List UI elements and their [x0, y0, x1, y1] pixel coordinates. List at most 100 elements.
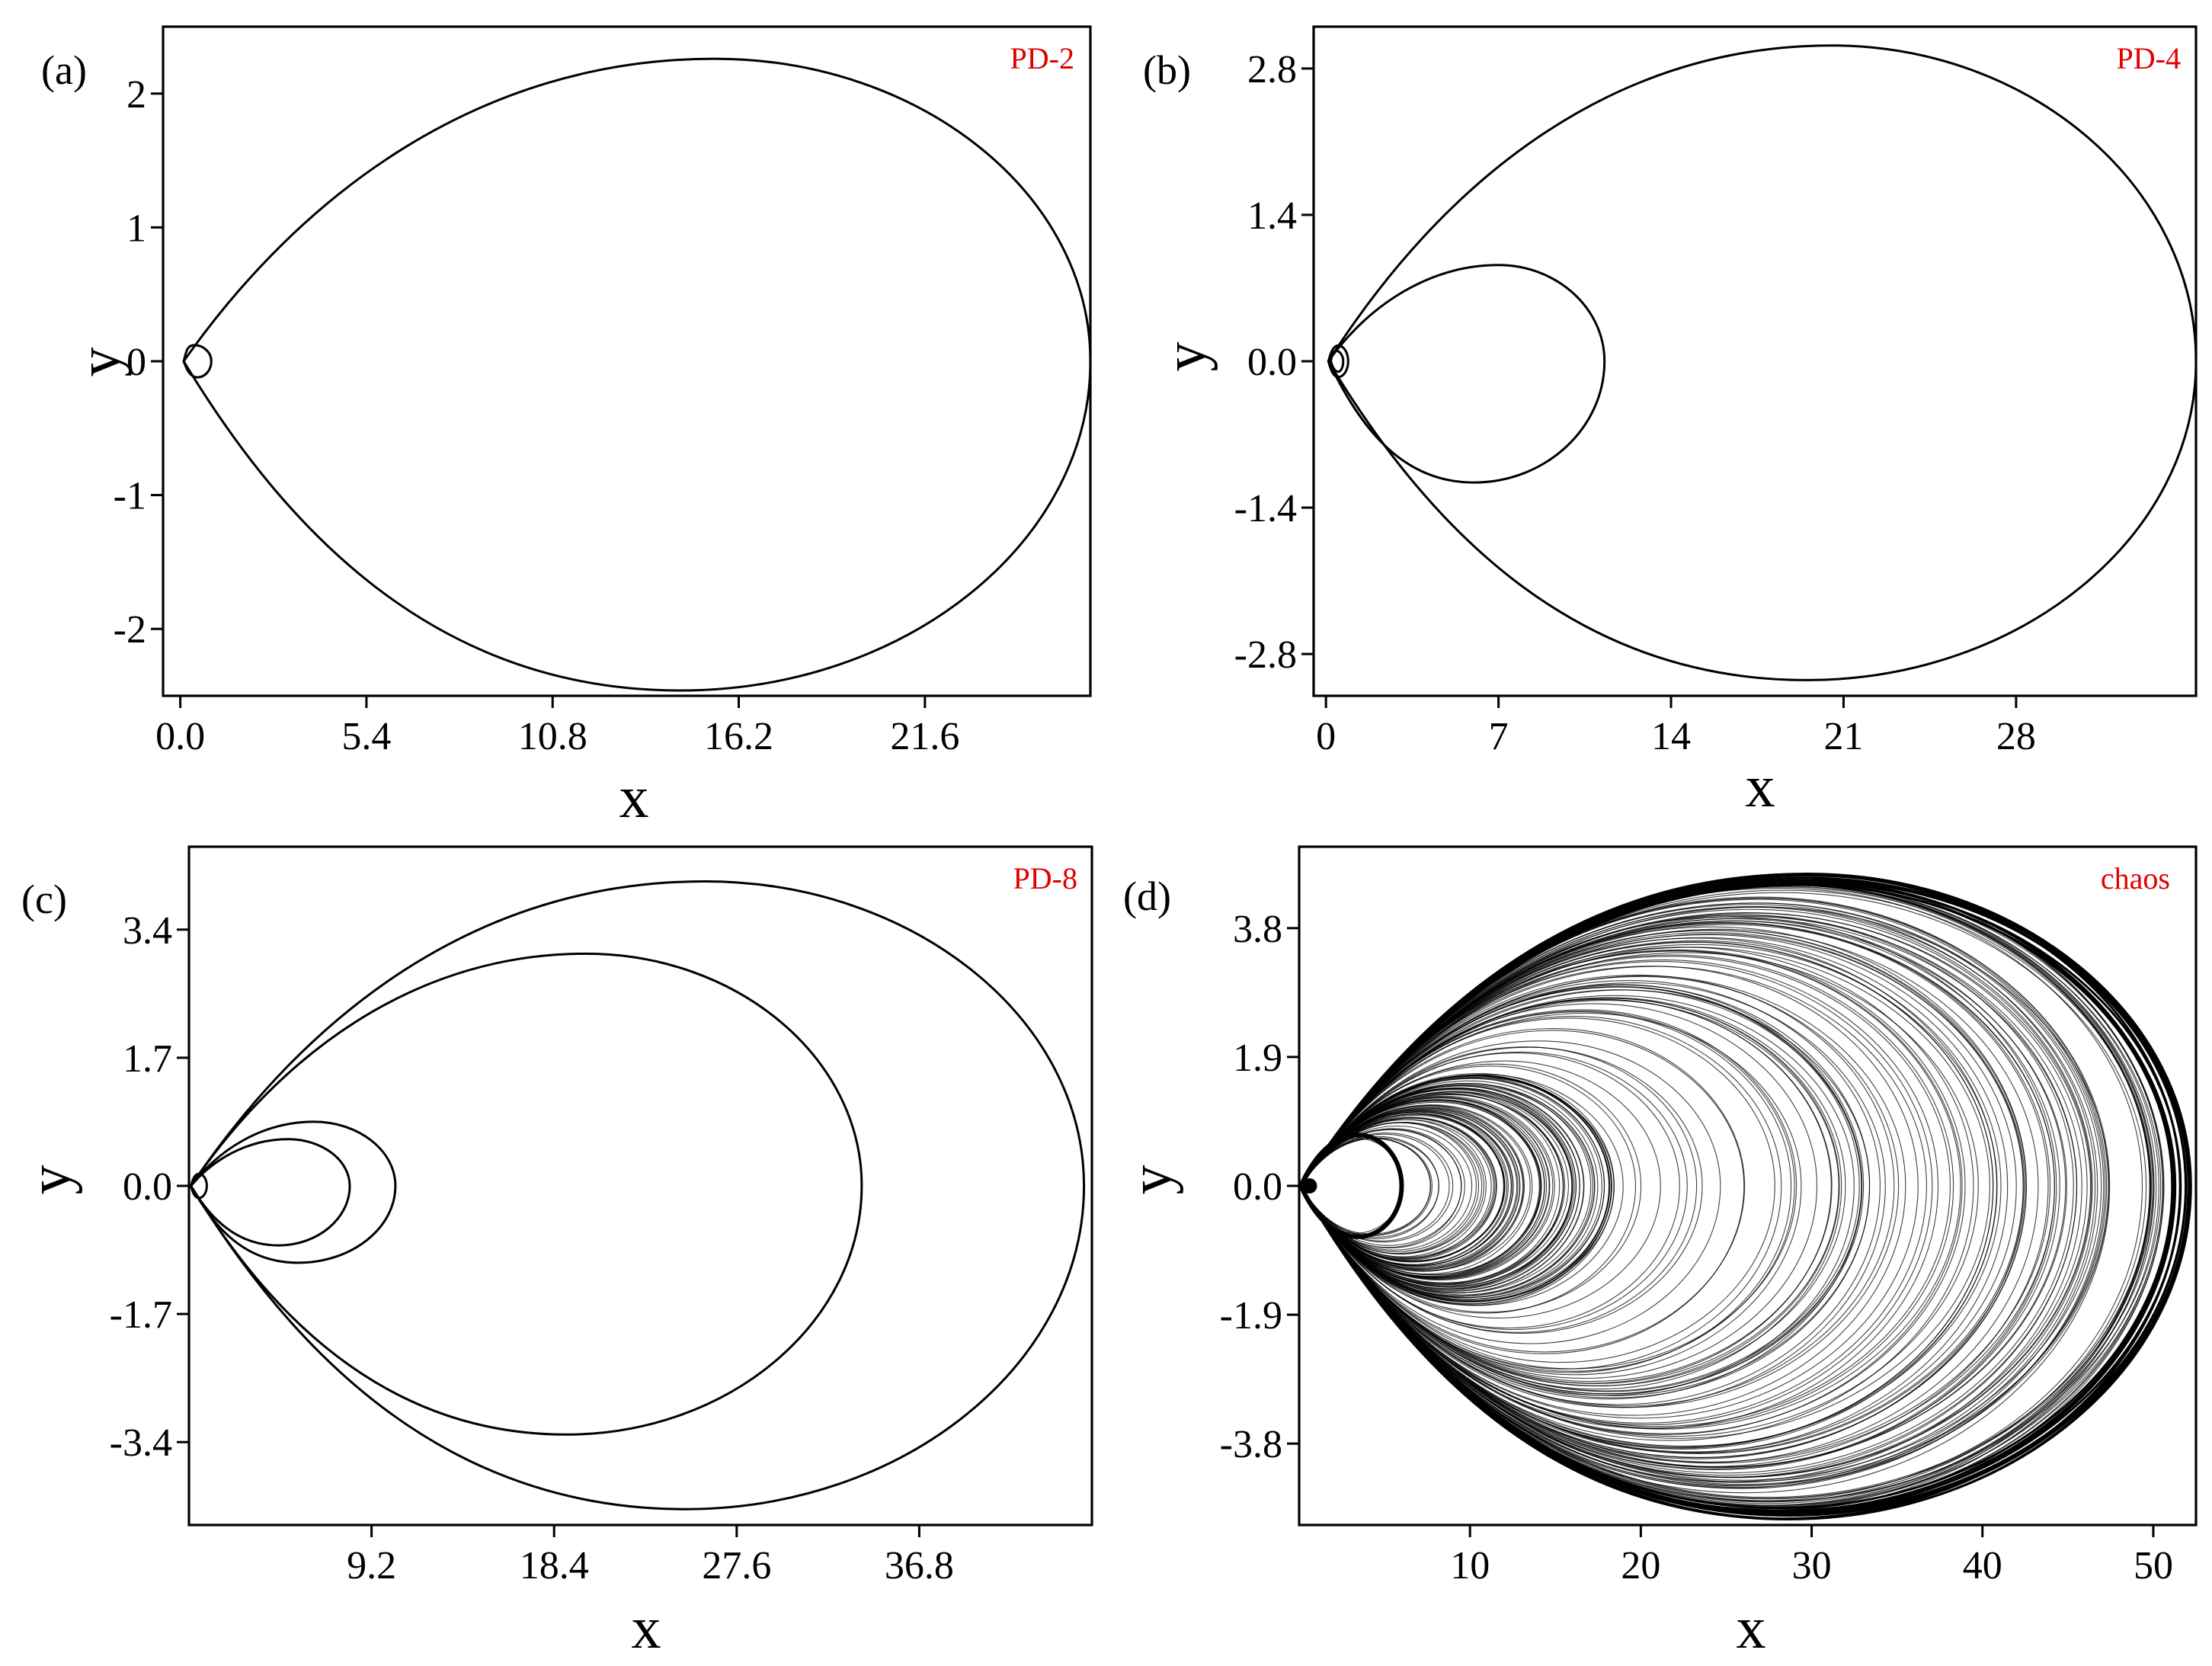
chaotic-orbit-176	[1300, 898, 2111, 1494]
x-tick-label: 16.2	[704, 715, 773, 758]
chaotic-orbit-130	[1300, 960, 1939, 1429]
chaotic-orbit-105	[1300, 1009, 1797, 1370]
y-tick-label: 0	[126, 341, 146, 384]
chaotic-orbit-93	[1300, 1060, 1661, 1318]
chaotic-orbit-21	[1300, 1117, 1497, 1259]
y-tick-label: 0.0	[123, 1165, 172, 1209]
chaotic-orbit-141	[1300, 937, 1998, 1450]
chaotic-orbit-97	[1300, 1046, 1703, 1334]
chaotic-orbit-178	[1300, 892, 2147, 1503]
chaotic-orbit-106	[1300, 1012, 1802, 1376]
chaotic-orbit-188	[1300, 884, 2157, 1502]
chaotic-orbit-168	[1300, 904, 2096, 1487]
attractor-origin-blob	[1301, 1178, 1317, 1193]
orbit-curves	[1327, 44, 2198, 681]
chaotic-orbit-175	[1300, 906, 2110, 1486]
orbit-loop-3	[1327, 344, 1349, 379]
chaotic-orbit-34	[1300, 1109, 1518, 1267]
chaotic-orbit-98	[1300, 1040, 1721, 1344]
y-ticks: 2.8 1.4 0.0 -1.4 -2.8	[1234, 48, 1314, 677]
chaotic-orbit-18	[1300, 1119, 1492, 1260]
x-tick-label: 28	[1996, 715, 2036, 758]
y-ticks: 2 1 0 -1 -2	[114, 73, 163, 652]
x-tick-label: 9.2	[347, 1544, 396, 1588]
y-tick-label: 2	[126, 73, 146, 117]
y-ticks: 3.8 1.9 0.0 -1.9 -3.8	[1220, 908, 1299, 1466]
x-tick-label: 10.8	[518, 715, 587, 758]
x-axis-label: x	[1746, 753, 1775, 819]
panel-d: (d) chaos x y 10 20 30 40 50 3.8 1.9 0.0 -1.9 -3…	[1118, 845, 2198, 1661]
x-tick-label: 27.6	[702, 1544, 771, 1588]
panel-b: (b) PD-4 x y 0 7 14 21 28 2.8 1.4 0.0 -1.4 -2.8	[1143, 25, 2198, 819]
x-tick-label: 20	[1621, 1544, 1660, 1588]
chaotic-orbit-204	[1299, 872, 2192, 1520]
chaotic-orbit-126	[1300, 975, 1906, 1416]
chaotic-orbit-201	[1299, 876, 2188, 1515]
y-tick-label: -1	[114, 475, 146, 518]
chaotic-orbit-115	[1300, 986, 1860, 1392]
x-tick-label: 40	[1963, 1544, 2002, 1588]
x-tick-label: 21.6	[890, 715, 959, 758]
y-tick-label: -2	[114, 608, 146, 652]
chaotic-orbit-132	[1300, 954, 1954, 1429]
y-tick-label: 2.8	[1247, 48, 1297, 91]
orbit-loop-3	[189, 1120, 397, 1264]
y-tick-label: 0.0	[1233, 1165, 1282, 1209]
chaotic-orbit-119	[1300, 984, 1865, 1395]
orbit-loop-2	[189, 952, 863, 1436]
chaotic-orbit-145	[1300, 934, 2017, 1453]
regime-tag: PD-2	[1010, 41, 1074, 75]
x-ticks: 0.0 5.4 10.8 16.2 21.6	[155, 696, 959, 758]
chaotic-orbit-144	[1300, 937, 2009, 1453]
x-tick-label: 18.4	[520, 1544, 589, 1588]
chaotic-orbit-143	[1300, 940, 2002, 1447]
chaotic-orbit-129	[1300, 961, 1933, 1426]
y-tick-label: 3.4	[123, 909, 172, 953]
y-tick-label: -2.8	[1234, 633, 1297, 677]
chaotic-orbit-163	[1300, 915, 2082, 1482]
x-ticks: 0 7 14 21 28	[1316, 696, 2036, 758]
chaotic-orbit-131	[1300, 956, 1951, 1427]
panel-letter: (d)	[1123, 873, 1171, 919]
regime-tag: PD-8	[1013, 861, 1077, 895]
chaotic-orbit-116	[1300, 986, 1862, 1395]
orbit-loop-1	[182, 57, 1092, 692]
x-tick-label: 14	[1651, 715, 1691, 758]
orbit-loop-1	[1327, 44, 2198, 681]
x-tick-label: 7	[1489, 715, 1509, 758]
chaotic-orbit-75	[1300, 1083, 1596, 1296]
y-axis-label: y	[1152, 342, 1218, 372]
plot-frame	[1312, 25, 2198, 697]
x-tick-label: 50	[2134, 1544, 2173, 1588]
chaotic-orbit-118	[1300, 985, 1863, 1392]
x-tick-label: 30	[1792, 1544, 1832, 1588]
chaotic-orbit-16	[1300, 1122, 1485, 1254]
chaotic-orbit-90	[1300, 1074, 1624, 1306]
chaotic-orbit-121	[1300, 989, 1871, 1396]
chaotic-orbit-99	[1300, 1030, 1745, 1354]
chaotic-orbit-138	[1300, 947, 1990, 1439]
y-tick-label: -3.8	[1220, 1423, 1282, 1466]
chaotic-orbit-136	[1300, 947, 1974, 1441]
orbit-curves	[189, 879, 1086, 1511]
regime-tag: chaos	[2101, 861, 2170, 895]
y-tick-label: -3.4	[110, 1421, 172, 1465]
chaotic-orbit-125	[1300, 976, 1900, 1408]
x-tick-label: 0.0	[155, 715, 205, 758]
chaotic-orbit-151	[1300, 928, 2039, 1463]
y-tick-label: 0.0	[1247, 341, 1297, 384]
chaotic-orbit-127	[1300, 966, 1919, 1419]
x-tick-label: 5.4	[341, 715, 391, 758]
chaotic-orbit-33	[1300, 1110, 1514, 1266]
chaotic-orbit-100	[1300, 1028, 1746, 1353]
x-ticks: 9.2 18.4 27.6 36.8	[347, 1525, 954, 1588]
orbit-curves	[182, 57, 1092, 692]
panel-letter: (c)	[21, 876, 67, 922]
x-ticks: 10 20 30 40 50	[1450, 1525, 2173, 1588]
x-tick-label: 21	[1823, 715, 1863, 758]
y-tick-label: 3.8	[1233, 908, 1282, 951]
regime-tag: PD-4	[2117, 41, 2181, 75]
chaotic-orbit-123	[1300, 982, 1886, 1408]
x-axis-label: x	[632, 1594, 661, 1661]
chaotic-orbit-6	[1300, 1137, 1439, 1238]
